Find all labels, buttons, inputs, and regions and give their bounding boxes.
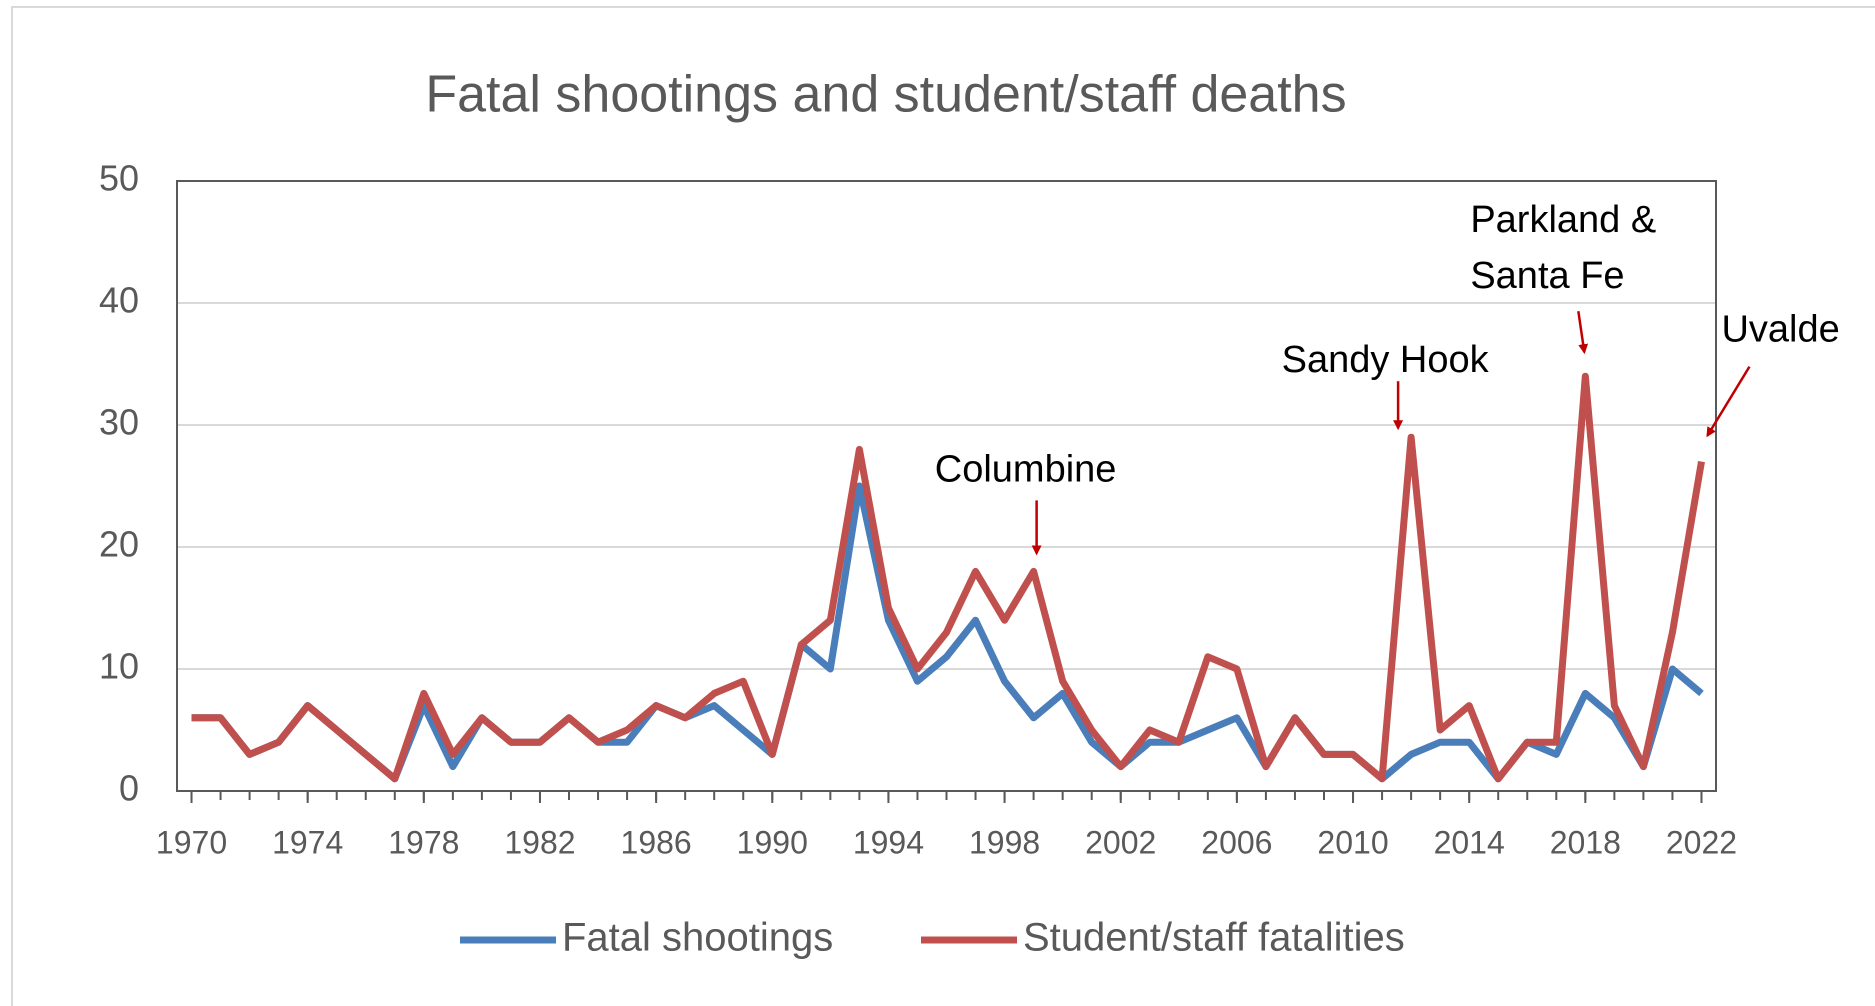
x-tick-label: 1986 (621, 824, 692, 860)
x-tick-label: 1994 (853, 824, 924, 860)
chart-title: Fatal shootings and student/staff deaths (425, 66, 1346, 124)
y-tick-label: 50 (99, 158, 139, 199)
y-tick-label: 0 (119, 768, 139, 809)
legend-label: Fatal shootings (562, 916, 833, 960)
series-line (191, 482, 1704, 783)
x-tick-label: 1978 (388, 824, 459, 860)
x-tick-label: 2002 (1085, 824, 1156, 860)
annotation-text: Santa Fe (1470, 255, 1624, 297)
x-tick-label: 1974 (272, 824, 343, 860)
x-tick-label: 2010 (1317, 824, 1388, 860)
annotation-arrow (1577, 311, 1589, 355)
y-tick-label: 20 (99, 524, 139, 565)
x-tick-label: 1998 (969, 824, 1040, 860)
annotation-arrow (1706, 365, 1751, 438)
annotation-text: Uvalde (1721, 309, 1839, 351)
series-line (191, 372, 1705, 783)
x-tick-label: 1990 (737, 824, 808, 860)
x-tick-label: 2006 (1201, 824, 1272, 860)
annotation-text: Parkland & (1470, 199, 1656, 241)
y-tick-label: 30 (99, 402, 139, 443)
x-tick-label: 2014 (1434, 824, 1505, 860)
x-tick-label: 2018 (1550, 824, 1621, 860)
y-tick-label: 40 (99, 280, 139, 321)
x-tick-label: 1982 (504, 824, 575, 860)
annotation-text: Columbine (935, 448, 1117, 490)
chart-frame (11, 6, 1875, 1006)
annotation-text: Sandy Hook (1282, 339, 1490, 381)
legend-label: Student/staff fatalities (1023, 916, 1405, 960)
y-tick-label: 10 (99, 646, 139, 687)
x-tick-label: 1970 (156, 824, 227, 860)
x-tick-label: 2022 (1666, 824, 1737, 860)
